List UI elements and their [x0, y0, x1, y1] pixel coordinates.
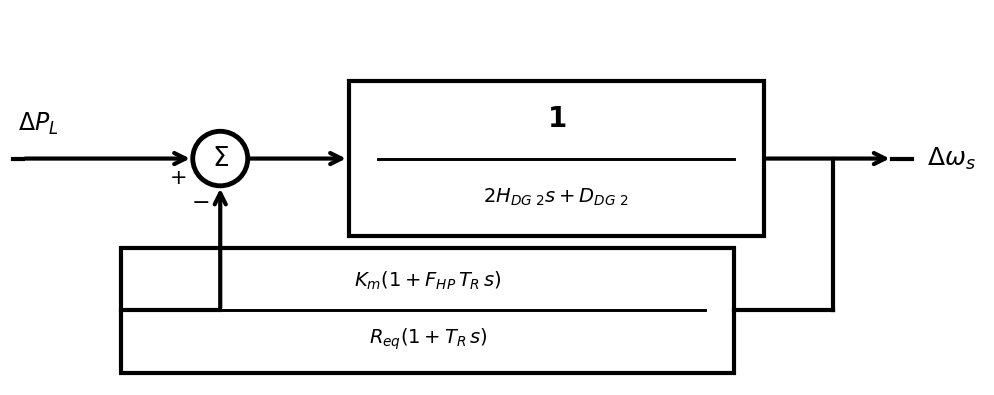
- Text: $R_{eq}\left(1+T_R\,s\right)$: $R_{eq}\left(1+T_R\,s\right)$: [369, 327, 487, 352]
- Text: $-$: $-$: [191, 192, 210, 211]
- Text: $\Delta\omega_s$: $\Delta\omega_s$: [927, 145, 976, 172]
- Text: $+$: $+$: [169, 168, 187, 188]
- Bar: [349, 81, 763, 237]
- Text: $\mathbf{1}$: $\mathbf{1}$: [547, 106, 566, 133]
- Text: $\Sigma$: $\Sigma$: [212, 146, 229, 171]
- Text: $2H_{DG\ 2}s+D_{DG\ 2}$: $2H_{DG\ 2}s+D_{DG\ 2}$: [483, 187, 629, 208]
- Bar: [121, 248, 735, 373]
- Text: $K_m\left(1+F_{HP}\,T_R\,s\right)$: $K_m\left(1+F_{HP}\,T_R\,s\right)$: [354, 270, 501, 292]
- Text: $\Delta P_L$: $\Delta P_L$: [18, 111, 59, 137]
